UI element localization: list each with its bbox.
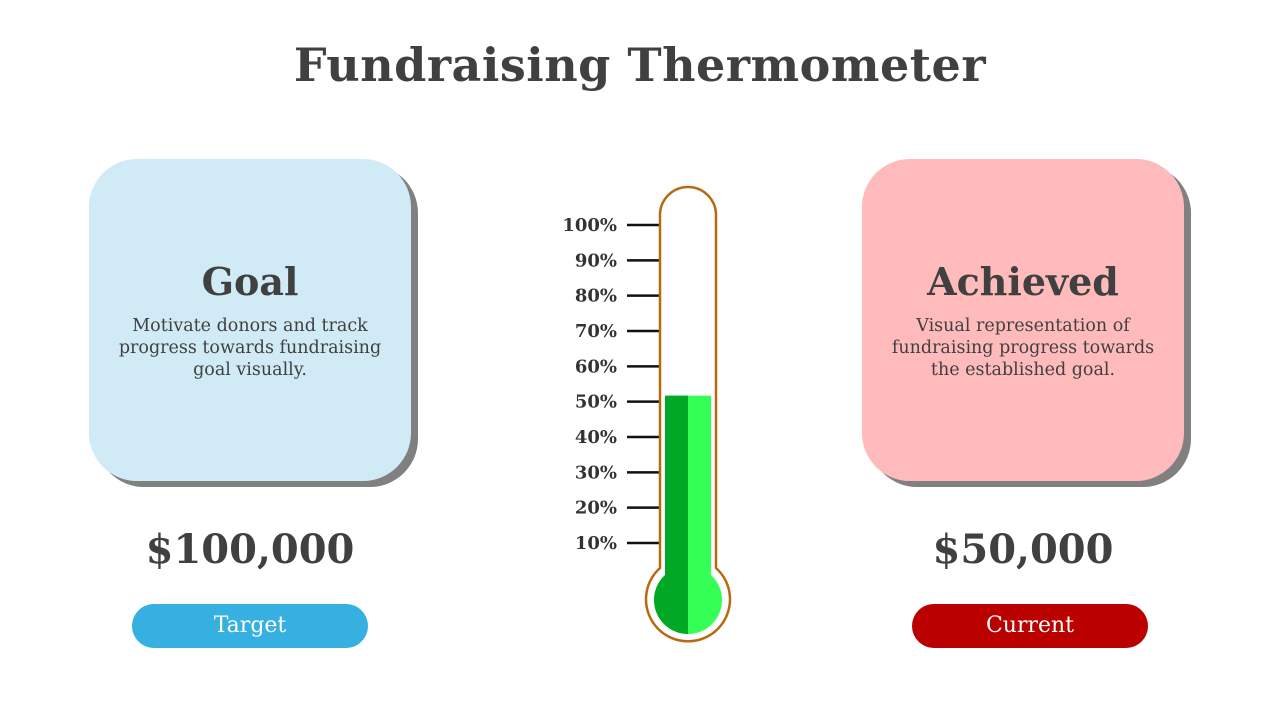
thermometer: 100% 90% 80% 70% 60% 50% 40% 30% 20% 10% [562, 185, 732, 643]
achieved-card: Achieved Visual representation of fundra… [862, 159, 1184, 481]
achieved-amount: $50,000 [932, 526, 1114, 573]
goal-amount: $100,000 [145, 526, 355, 573]
scale-label: 40% [575, 427, 617, 448]
achieved-heading: Achieved [927, 259, 1119, 304]
scale-label: 80% [575, 286, 617, 307]
scale-label: 10% [575, 533, 617, 554]
current-pill: Current [912, 604, 1148, 648]
achieved-description: Visual representation of fundraising pro… [891, 316, 1155, 380]
goal-heading: Goal [201, 259, 299, 304]
scale-label: 90% [575, 250, 617, 271]
scale-label: 20% [575, 498, 617, 519]
scale-label: 70% [575, 321, 617, 342]
page-title: Fundraising Thermometer [293, 38, 987, 92]
scale-label: 50% [575, 392, 617, 413]
scale-label: 100% [562, 215, 617, 236]
scale-label: 30% [575, 462, 617, 483]
goal-description: Motivate donors and track progress towar… [118, 316, 382, 380]
thermometer-scale: 100% 90% 80% 70% 60% 50% 40% 30% 20% 10% [562, 215, 661, 554]
thermometer-fill [654, 395, 722, 635]
goal-card: Goal Motivate donors and track progress … [89, 159, 411, 481]
fill-dark-half [654, 395, 688, 634]
scale-label: 60% [575, 356, 617, 377]
target-pill: Target [132, 604, 368, 648]
